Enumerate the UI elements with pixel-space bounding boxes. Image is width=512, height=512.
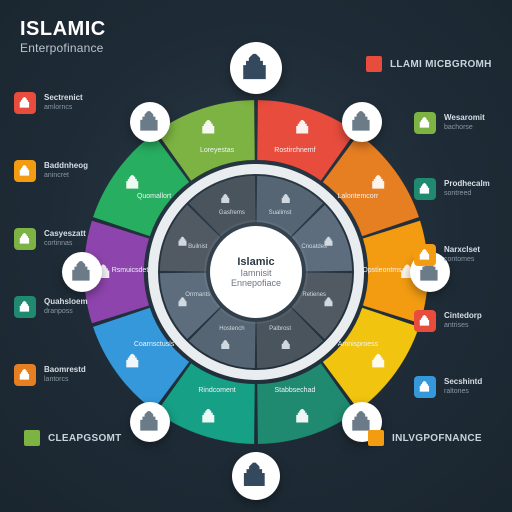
side-chip [14, 160, 36, 182]
mosque-icon [18, 96, 32, 110]
side-item: Baddnheoganincret [14, 160, 88, 182]
side-chip [414, 376, 436, 398]
legend-lg1: LLAMI MICBGROMH [366, 56, 492, 72]
side-text: Baddnheoganincret [44, 162, 88, 180]
legend-swatch [366, 56, 382, 72]
side-item: Sectrenictamlorncs [14, 92, 83, 114]
mosque-icon [18, 368, 32, 382]
mosque-icon [418, 380, 432, 394]
side-text: Quahsloemdranposs [44, 298, 88, 316]
side-chip [14, 364, 36, 386]
side-item: Prodhecalmsontreed [414, 178, 490, 200]
side-item: Secshintdraltones [414, 376, 482, 398]
side-text: Baomrestdlantorcs [44, 366, 86, 384]
mosque-icon [137, 409, 163, 435]
mosque-icon [418, 314, 432, 328]
center-line3: Ennepofiace [231, 278, 281, 288]
mosque-icon [69, 259, 95, 285]
side-chip [14, 92, 36, 114]
mosque-icon [18, 300, 32, 314]
side-text: Casyeszattcortinnas [44, 230, 86, 248]
mosque-icon [418, 182, 432, 196]
halo-h-ne [342, 102, 382, 142]
wheel-center: Islamic Iamnisit Ennepofiace [210, 226, 302, 318]
side-item: Casyeszattcortinnas [14, 228, 86, 250]
side-chip [14, 296, 36, 318]
mosque-icon [418, 248, 432, 262]
side-item: Baomrestdlantorcs [14, 364, 86, 386]
side-chip [414, 244, 436, 266]
legend-swatch [24, 430, 40, 446]
center-line1: Islamic [237, 256, 274, 268]
side-chip [414, 310, 436, 332]
side-item: Quahsloemdranposs [14, 296, 88, 318]
side-chip [414, 178, 436, 200]
center-line2: Iamnisit [240, 268, 271, 278]
side-text: Cintedorpantrises [444, 312, 482, 330]
mosque-icon [18, 232, 32, 246]
halo-h-nw [130, 102, 170, 142]
side-chip [14, 228, 36, 250]
mosque-icon [349, 109, 375, 135]
mosque-icon [18, 164, 32, 178]
legend-label: INLVGPOFNANCE [392, 433, 482, 444]
side-item: Narxclsetcontomes [414, 244, 480, 266]
legend-lg3: INLVGPOFNANCE [368, 430, 482, 446]
mosque-icon [240, 460, 271, 491]
halo-h-bottom [232, 452, 280, 500]
halo-h-sw [130, 402, 170, 442]
side-text: Narxclsetcontomes [444, 246, 480, 264]
legend-label: CLEAPGSOMT [48, 433, 122, 444]
legend-label: LLAMI MICBGROMH [390, 59, 492, 70]
side-text: Prodhecalmsontreed [444, 180, 490, 198]
side-text: Wesaromitbachorse [444, 114, 485, 132]
mosque-icon [418, 116, 432, 130]
side-item: Wesaromitbachorse [414, 112, 485, 134]
legend-lg2: CLEAPGSOMT [24, 430, 122, 446]
side-chip [414, 112, 436, 134]
side-text: Secshintdraltones [444, 378, 482, 396]
halo-h-w [62, 252, 102, 292]
infographic-stage: ISLAMIC Enterpofinance Islamic Iamnisit … [0, 0, 512, 512]
mosque-icon [239, 51, 273, 85]
halo-h-top [230, 42, 282, 94]
mosque-icon [137, 109, 163, 135]
legend-swatch [368, 430, 384, 446]
side-item: Cintedorpantrises [414, 310, 482, 332]
side-text: Sectrenictamlorncs [44, 94, 83, 112]
